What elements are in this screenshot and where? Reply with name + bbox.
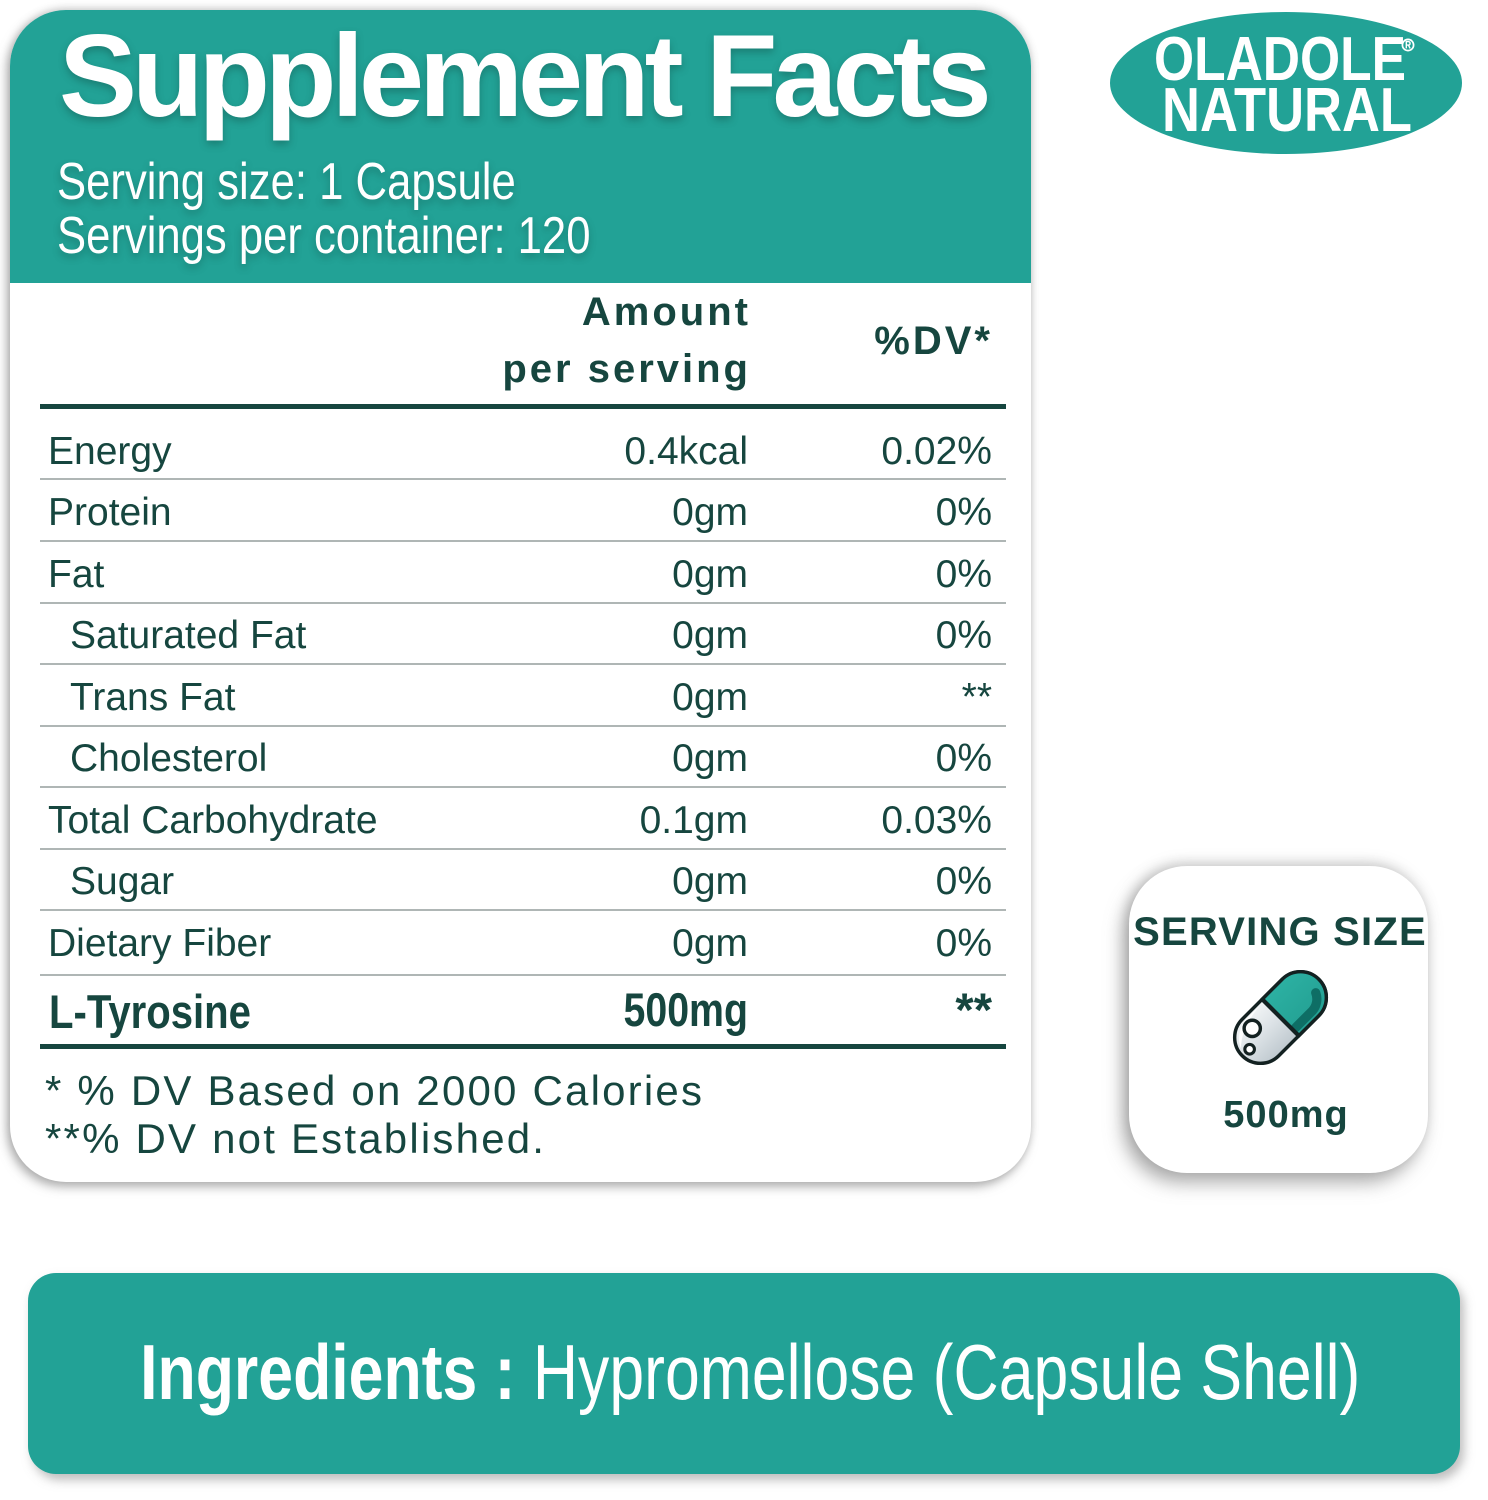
svg-text:OLADOLE: OLADOLE <box>1154 25 1406 94</box>
svg-text:NATURAL: NATURAL <box>1162 76 1412 145</box>
